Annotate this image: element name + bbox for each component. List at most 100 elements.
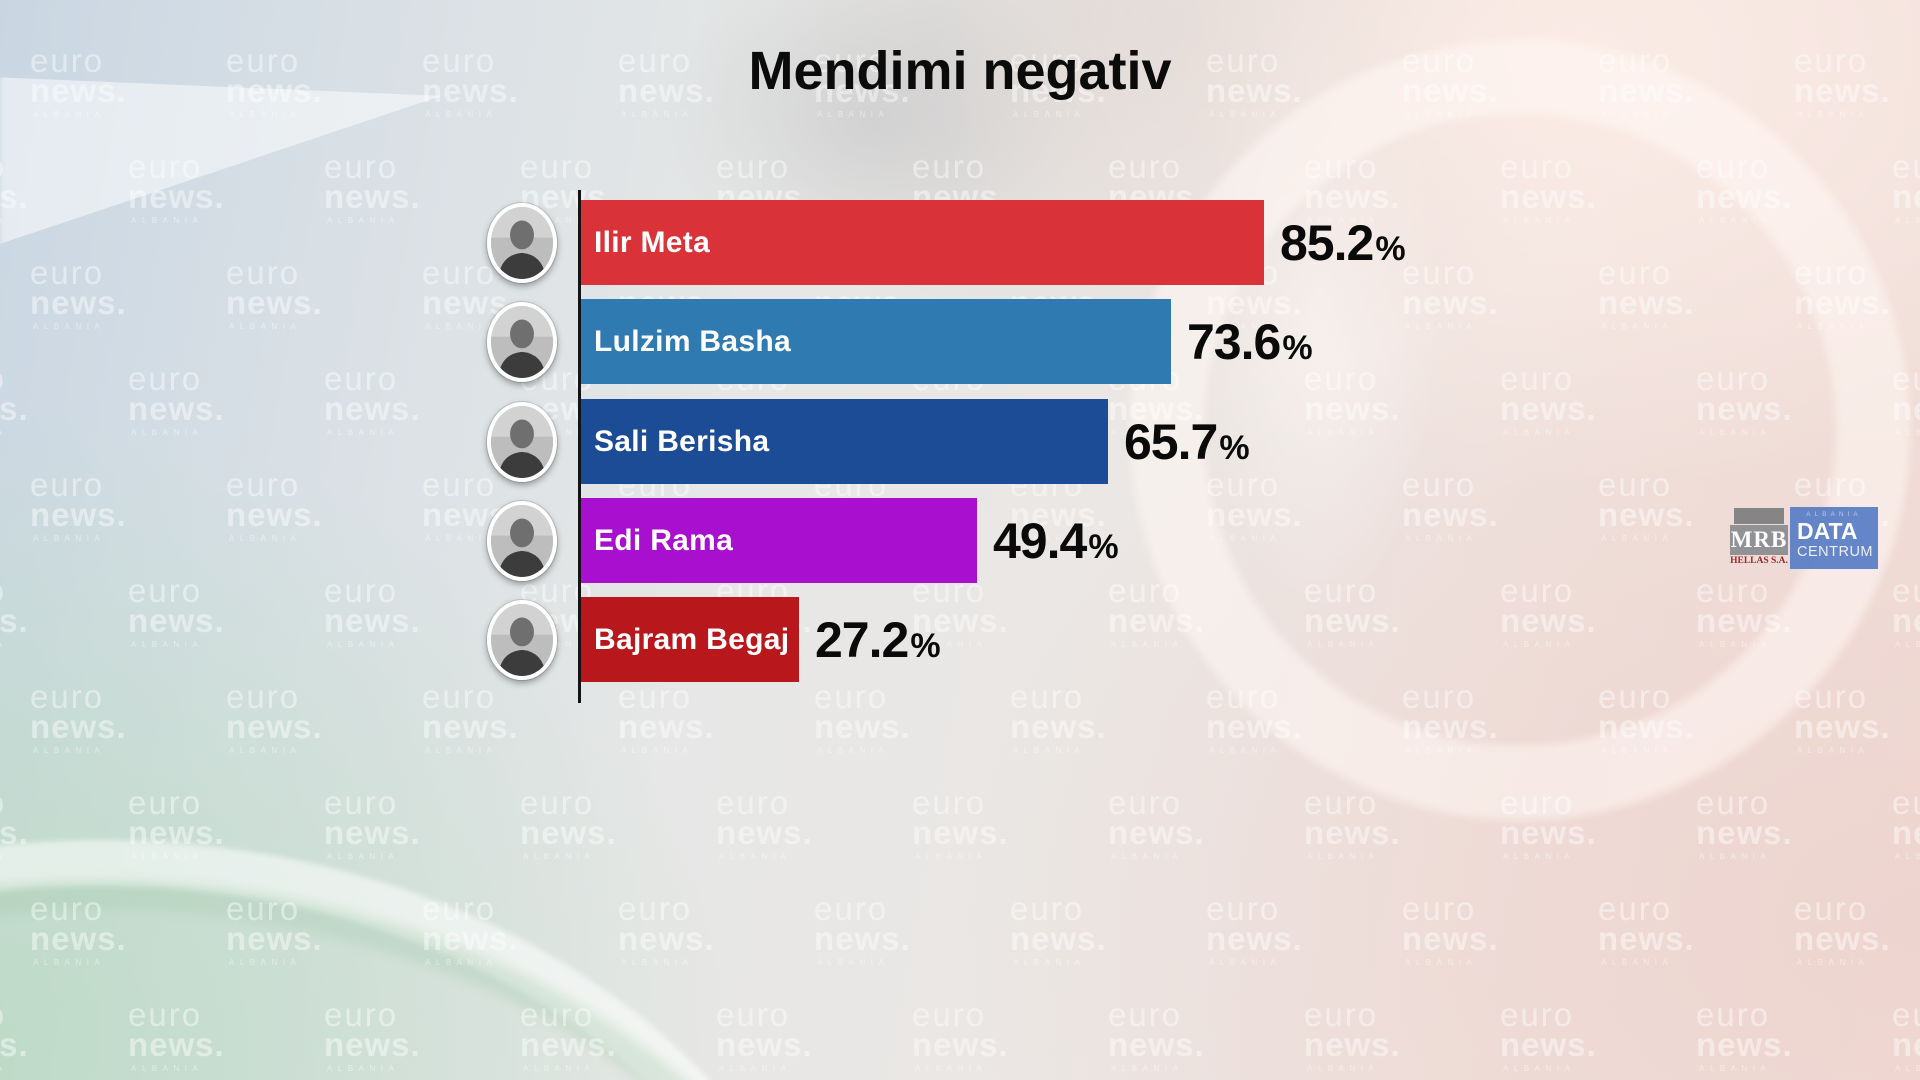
news-wordmark: news. bbox=[1500, 814, 1597, 851]
euro-wordmark: euro bbox=[1892, 784, 1920, 821]
albania-wordmark: ALBANIA bbox=[621, 110, 694, 119]
axis-line bbox=[578, 190, 581, 703]
news-wordmark: news. bbox=[1696, 1026, 1793, 1063]
albania-wordmark: ALBANIA bbox=[0, 853, 36, 861]
albania-wordmark: ALBANIA bbox=[1307, 640, 1380, 649]
euro-wordmark: euro bbox=[618, 890, 693, 927]
albania-wordmark: ALBANIA bbox=[1307, 216, 1380, 225]
albania-wordmark: ALBANIA bbox=[33, 958, 106, 967]
news-wordmark: news. bbox=[128, 390, 225, 427]
euro-wordmark: euro bbox=[1696, 784, 1771, 821]
albania-wordmark: ALBANIA bbox=[1601, 110, 1674, 119]
value-number: 85.2 bbox=[1280, 214, 1374, 271]
news-wordmark: news. bbox=[1696, 390, 1793, 427]
news-wordmark: news. bbox=[716, 1026, 813, 1063]
pollster-logos: MRB HELLAS S.A. ALBANIA DATA CENTRUM bbox=[1730, 507, 1878, 569]
news-wordmark: news. bbox=[1696, 814, 1793, 851]
euro-wordmark: euro bbox=[1108, 996, 1183, 1033]
euro-wordmark: euro bbox=[1304, 784, 1379, 821]
albania-wordmark: ALBANIA bbox=[1503, 216, 1576, 225]
albania-wordmark: ALBANIA bbox=[327, 216, 400, 225]
data-centrum-logo: ALBANIA DATA CENTRUM bbox=[1790, 507, 1878, 569]
albania-wordmark: ALBANIA bbox=[1013, 746, 1086, 755]
person-silhouette-icon bbox=[491, 505, 553, 577]
chart-title: Mendimi negativ bbox=[748, 41, 1172, 101]
albania-wordmark: ALBANIA bbox=[915, 640, 988, 649]
albania-wordmark: ALBANIA bbox=[0, 429, 36, 437]
bar-value-label: 27.2 % bbox=[815, 597, 941, 682]
albania-wordmark: ALBANIA bbox=[229, 110, 302, 119]
albania-wordmark: ALBANIA bbox=[523, 216, 596, 225]
euro-wordmark: euro bbox=[1206, 678, 1281, 715]
euro-wordmark: euro bbox=[422, 42, 497, 79]
albania-wordmark: ALBANIA bbox=[33, 110, 106, 119]
bar-ilir-meta: Ilir Meta bbox=[581, 200, 1264, 285]
mrb-logo-text: MRB bbox=[1730, 525, 1788, 555]
percent-sign: % bbox=[1088, 527, 1119, 566]
albania-wordmark: ALBANIA bbox=[229, 746, 302, 755]
data-centrum-albania-text: ALBANIA bbox=[1806, 511, 1862, 518]
albania-wordmark: ALBANIA bbox=[1405, 322, 1478, 331]
albania-wordmark: ALBANIA bbox=[131, 852, 204, 861]
albania-wordmark: ALBANIA bbox=[327, 1064, 400, 1073]
news-wordmark: news. bbox=[226, 496, 323, 533]
albania-wordmark: ALBANIA bbox=[229, 322, 302, 331]
albania-wordmark: ALBANIA bbox=[327, 852, 400, 861]
euro-wordmark: euro bbox=[1794, 466, 1869, 503]
albania-wordmark: ALBANIA bbox=[1601, 322, 1674, 331]
news-wordmark: news. bbox=[716, 814, 813, 851]
news-wordmark: news. bbox=[0, 814, 29, 851]
euro-wordmark: euro bbox=[1598, 466, 1673, 503]
bar-row: Sali Berisha 65.7 % bbox=[0, 399, 1920, 484]
euro-wordmark: euro bbox=[30, 254, 105, 291]
bar-value-label: 49.4 % bbox=[993, 498, 1119, 583]
news-wordmark: news. bbox=[1500, 1026, 1597, 1063]
euro-wordmark: euro bbox=[1206, 42, 1281, 79]
euro-wordmark: euro bbox=[520, 148, 595, 185]
albania-wordmark: ALBANIA bbox=[0, 641, 36, 649]
albania-wordmark: ALBANIA bbox=[425, 534, 498, 543]
mrb-hellas-logo: MRB HELLAS S.A. bbox=[1730, 508, 1788, 569]
albania-wordmark: ALBANIA bbox=[327, 640, 400, 649]
news-wordmark: news. bbox=[1402, 708, 1499, 745]
euro-wordmark: euro bbox=[324, 784, 399, 821]
euro-wordmark: euro bbox=[226, 466, 301, 503]
albania-wordmark: ALBANIA bbox=[1209, 534, 1282, 543]
euro-wordmark: euro bbox=[1206, 890, 1281, 927]
news-wordmark: news. bbox=[1696, 602, 1793, 639]
euro-wordmark: euro bbox=[1696, 148, 1771, 185]
euro-wordmark: euro bbox=[912, 784, 987, 821]
euro-wordmark: euro bbox=[618, 42, 693, 79]
euro-wordmark: euro bbox=[1304, 996, 1379, 1033]
euro-wordmark: euro bbox=[1108, 148, 1183, 185]
bar-category-label: Sali Berisha bbox=[594, 424, 770, 458]
mrb-logo-block bbox=[1734, 508, 1784, 524]
bar-value-label: 85.2 % bbox=[1280, 200, 1406, 285]
euro-wordmark: euro bbox=[1500, 996, 1575, 1033]
euro-wordmark: euro bbox=[716, 996, 791, 1033]
news-wordmark: news. bbox=[1892, 602, 1920, 639]
